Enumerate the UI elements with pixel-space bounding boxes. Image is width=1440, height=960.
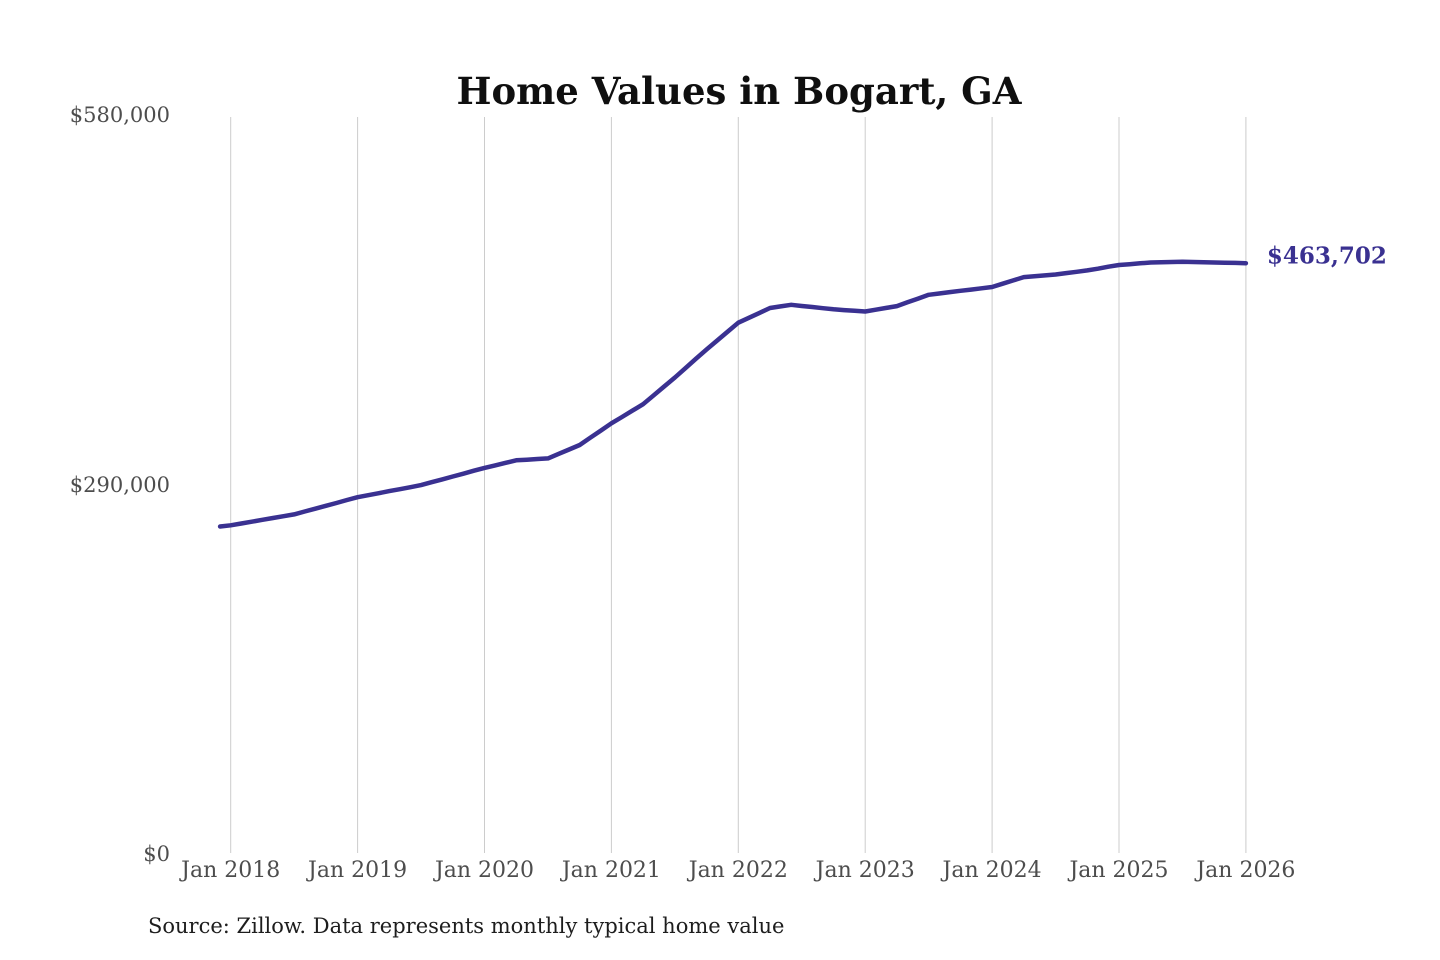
x-tick-label: Jan 2019 [308, 858, 408, 883]
home-value-line [217, 259, 1249, 529]
x-tick-label: Jan 2021 [561, 858, 661, 883]
y-tick-label: $0 [143, 842, 170, 866]
y-tick-label: $290,000 [69, 472, 170, 497]
x-tick-label: Jan 2020 [434, 858, 535, 883]
x-tick-label: Jan 2026 [1196, 858, 1296, 883]
y-tick-label: $580,000 [69, 103, 170, 127]
x-tick-label: Jan 2018 [181, 858, 281, 883]
source-note: Source: Zillow. Data represents monthly … [148, 914, 785, 938]
x-tick-label: Jan 2025 [1069, 858, 1169, 883]
chart-title: Home Values in Bogart, GA [456, 68, 1022, 113]
latest-value-label: $463,702 [1266, 242, 1387, 270]
x-tick-label: Jan 2022 [688, 858, 788, 883]
x-tick-label: Jan 2024 [942, 858, 1042, 883]
year-gridlines [230, 117, 1247, 853]
x-tick-label: Jan 2023 [815, 858, 915, 883]
